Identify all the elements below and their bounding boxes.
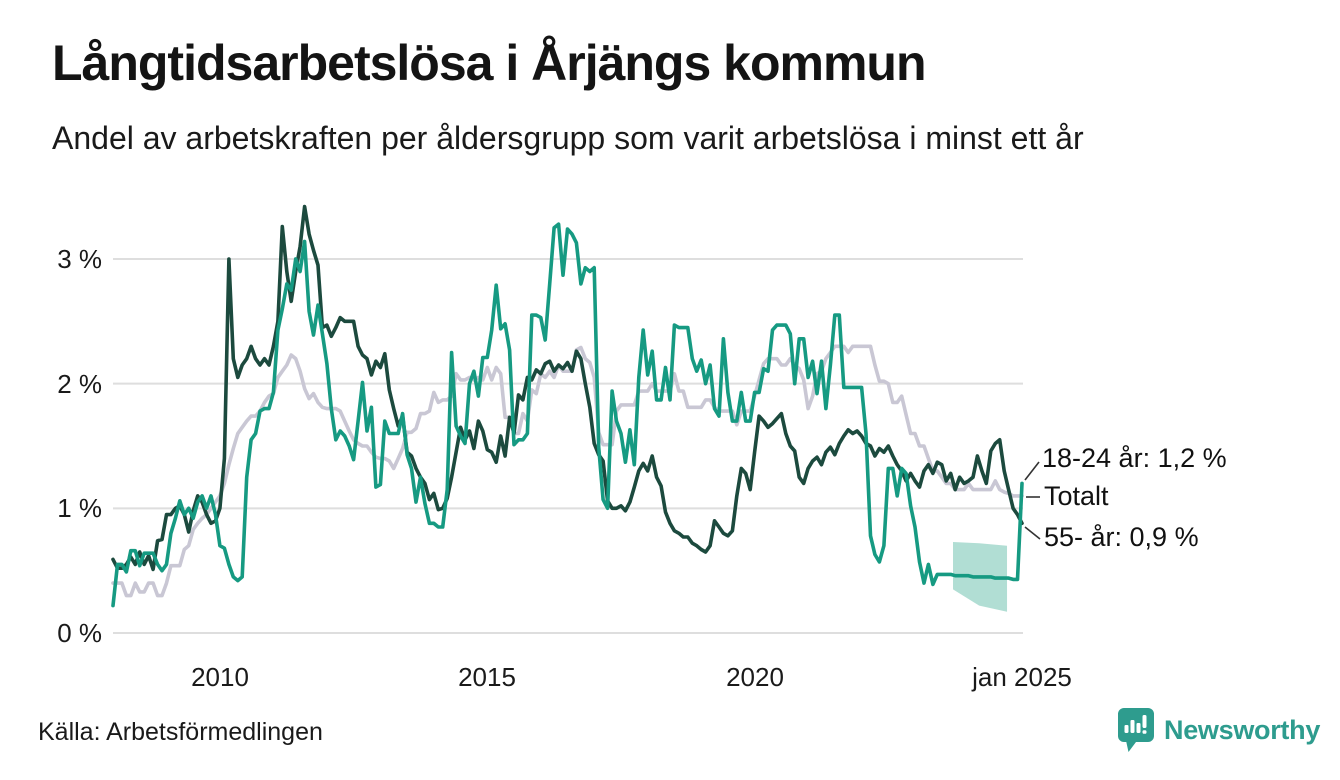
page-title: Långtidsarbetslösa i Årjängs kommun [52, 35, 927, 91]
connector-55 [1024, 526, 1041, 540]
page-subtitle: Andel av arbetskraften per åldersgrupp s… [52, 120, 1084, 156]
series-label-55: 55- år: 0,9 % [1044, 522, 1199, 552]
series-label-18-24: 18-24 år: 1,2 % [1042, 443, 1227, 473]
xtick-2020: 2020 [726, 662, 784, 692]
newsworthy-logo: Newsworthy [1117, 707, 1320, 753]
series-line-55-r [111, 204, 1024, 572]
ytick-2: 2 % [57, 369, 102, 399]
series-line-totalt [111, 344, 1024, 598]
ytick-0: 0 % [57, 618, 102, 648]
xtick-2015: 2015 [458, 662, 516, 692]
ytick-3: 3 % [57, 244, 102, 274]
xtick-2010: 2010 [191, 662, 249, 692]
xtick-jan-2025: jan 2025 [972, 662, 1072, 692]
ytick-1: 1 % [57, 493, 102, 523]
source-note: Källa: Arbetsförmedlingen [38, 718, 323, 746]
newsworthy-wordmark: Newsworthy [1164, 714, 1321, 745]
connector-18-24 [1024, 461, 1040, 481]
series-label-totalt: Totalt [1044, 481, 1109, 511]
series-line-18-24-r [111, 222, 1024, 608]
newsworthy-logo-icon [1118, 708, 1154, 752]
